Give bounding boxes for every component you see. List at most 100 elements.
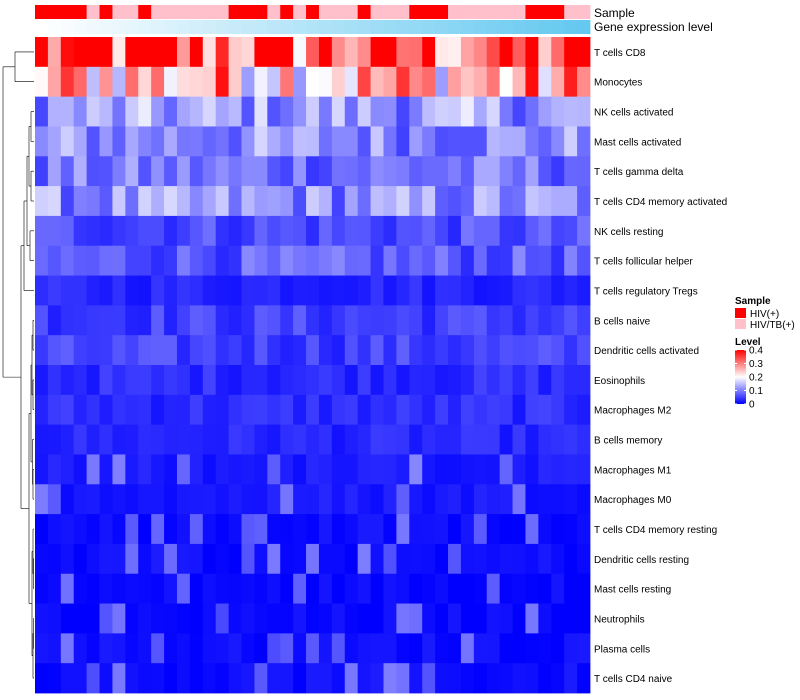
heatmap-cell: [241, 215, 255, 247]
heatmap-cell: [564, 186, 578, 217]
heatmap-cell: [577, 335, 591, 366]
heatmap-cell: [189, 215, 204, 247]
heatmap-cell: [293, 603, 307, 634]
heatmap-cell: [47, 603, 62, 634]
heatmap-cell: [112, 305, 126, 336]
heatmap-cell: [47, 394, 62, 426]
heatmap-cell: [47, 215, 62, 247]
sample-cell: [86, 5, 100, 19]
heatmap-cell: [189, 365, 204, 396]
heatmap-cell: [151, 66, 165, 98]
heatmap-cell: [370, 633, 384, 664]
heatmap-cell: [254, 275, 268, 306]
heatmap-cell: [538, 603, 552, 634]
gene-expression-cell: [486, 20, 501, 34]
heatmap-cell: [486, 126, 501, 157]
heatmap-cell: [460, 603, 475, 634]
heatmap-cell: [215, 96, 230, 127]
heatmap-cell: [293, 215, 307, 247]
heatmap-cell: [112, 603, 126, 634]
heatmap-cell: [370, 514, 384, 545]
heatmap-cell: [60, 663, 75, 694]
heatmap-cell: [47, 37, 62, 68]
heatmap-cell: [383, 514, 397, 545]
heatmap-cell: [460, 245, 475, 276]
sample-cell: [499, 5, 513, 19]
sample-cell: [473, 5, 488, 19]
heatmap-cell: [99, 275, 113, 306]
heatmap-cell: [35, 275, 49, 306]
heatmap-cell: [189, 633, 204, 664]
heatmap-cell: [125, 96, 139, 127]
heatmap-cell: [293, 186, 307, 217]
heatmap-cell: [331, 543, 346, 575]
heatmap-cell: [577, 365, 591, 396]
heatmap-cell: [383, 365, 397, 396]
heatmap-cell: [396, 663, 410, 694]
legend-label-hiv: HIV(+): [750, 309, 779, 320]
heatmap-cell: [151, 215, 165, 247]
heatmap-cell: [331, 275, 346, 306]
heatmap-cell: [164, 186, 178, 217]
heatmap-cell: [176, 424, 191, 455]
heatmap-cell: [473, 484, 488, 515]
heatmap-cell: [164, 96, 178, 127]
heatmap-cell: [499, 484, 513, 515]
heatmap-cell: [267, 186, 281, 217]
row-label: NK cells activated: [594, 108, 673, 119]
gene-expression-cell: [73, 20, 88, 34]
heatmap-cell: [564, 215, 578, 247]
heatmap-cell: [409, 245, 423, 276]
heatmap-cell: [202, 514, 217, 545]
heatmap-cell: [267, 96, 281, 127]
heatmap-cell: [176, 245, 191, 276]
sample-cell: [318, 5, 333, 19]
heatmap-cell: [473, 633, 488, 664]
heatmap-cell: [189, 66, 204, 98]
heatmap-cell: [125, 335, 139, 366]
heatmap-cell: [254, 335, 268, 366]
heatmap-cell: [564, 514, 578, 545]
row-label: Eosinophils: [594, 376, 645, 387]
heatmap-cell: [525, 424, 539, 455]
heatmap-cell: [267, 245, 281, 276]
heatmap-cell: [86, 454, 100, 485]
heatmap-cell: [306, 663, 320, 694]
heatmap-cell: [473, 186, 488, 217]
heatmap-cell: [151, 365, 165, 396]
sample-cell: [280, 5, 294, 19]
heatmap-cell: [448, 365, 462, 396]
heatmap-cell: [86, 96, 100, 127]
heatmap-cell: [357, 394, 371, 426]
heatmap-cell: [202, 394, 217, 426]
heatmap-cell: [176, 543, 191, 575]
heatmap-cell: [202, 663, 217, 694]
heatmap-cell: [47, 484, 62, 515]
heatmap-cell: [241, 573, 255, 604]
heatmap-cell: [306, 245, 320, 276]
heatmap-cell: [383, 66, 397, 98]
heatmap-cell: [486, 573, 501, 604]
heatmap-cell: [344, 484, 359, 515]
heatmap-cell: [125, 305, 139, 336]
heatmap-cell: [99, 37, 113, 68]
heatmap-cell: [202, 156, 217, 187]
heatmap-cell: [112, 514, 126, 545]
heatmap-cell: [254, 424, 268, 455]
heatmap-cell: [512, 275, 526, 306]
gene-expression-cell: [435, 20, 449, 34]
sample-cell: [306, 5, 320, 19]
heatmap-cell: [151, 245, 165, 276]
heatmap-cell: [112, 126, 126, 157]
heatmap-cell: [99, 603, 113, 634]
row-label: T cells CD8: [594, 48, 646, 59]
heatmap-cell: [357, 365, 371, 396]
heatmap-cell: [254, 394, 268, 426]
heatmap-cell: [396, 156, 410, 187]
heatmap-cell: [267, 663, 281, 694]
heatmap-cell: [396, 394, 410, 426]
heatmap-cell: [254, 126, 268, 157]
sample-cell: [293, 5, 307, 19]
heatmap-cell: [35, 156, 49, 187]
heatmap-cell: [86, 215, 100, 247]
